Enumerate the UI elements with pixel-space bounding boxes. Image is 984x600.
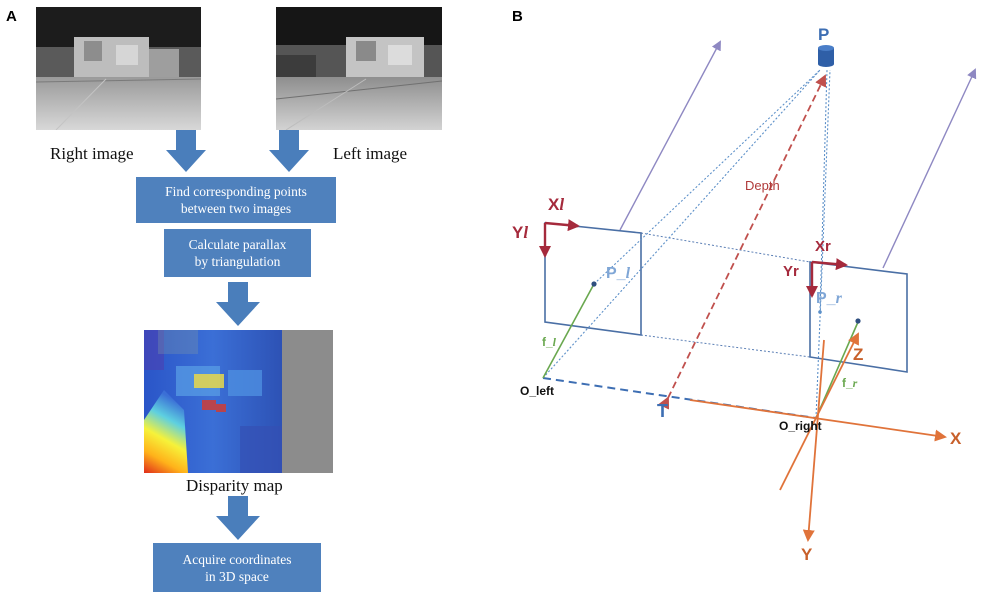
plane-link-top xyxy=(640,232,811,263)
label-Y: Y xyxy=(801,545,813,564)
point-P-marker xyxy=(818,45,834,67)
right-camera-photo xyxy=(36,7,201,130)
panel-b-letter: B xyxy=(512,8,523,25)
panel-a-letter: A xyxy=(6,8,17,25)
left-image-plane xyxy=(544,222,642,336)
label-yl: Yl xyxy=(512,223,528,242)
disparity-map-image xyxy=(144,330,333,473)
label-X: X xyxy=(950,429,962,448)
ray-left-purple xyxy=(619,40,721,231)
label-depth: Depth xyxy=(745,178,780,193)
label-o-right: O_right xyxy=(779,419,822,433)
left-image-label: Left image xyxy=(333,144,408,163)
label-Z: Z xyxy=(853,345,863,364)
disparity-map-label: Disparity map xyxy=(186,476,283,495)
label-f-left: f_l xyxy=(542,335,557,349)
label-P: P xyxy=(818,25,829,44)
plane-link-bottom xyxy=(640,334,811,358)
label-yr: Yr xyxy=(783,263,799,280)
label-p-right: P_r xyxy=(816,290,843,307)
focal-left xyxy=(542,283,595,379)
right-image-label: Right image xyxy=(50,144,134,163)
label-o-left: O_left xyxy=(520,384,554,398)
step-acquire-3d-coordinates: Acquire coordinates in 3D space xyxy=(153,543,321,592)
step2-line2: by triangulation xyxy=(194,254,281,269)
xl-axis-arrow xyxy=(544,219,580,232)
point-p-left xyxy=(591,281,597,287)
point-p-right xyxy=(855,318,861,324)
ray-pr-to-P xyxy=(819,69,828,313)
baseline xyxy=(542,377,817,419)
step1-line1: Find corresponding points xyxy=(165,184,307,199)
ray-right-purple xyxy=(882,68,977,269)
ray-pl-to-P xyxy=(593,69,821,285)
label-xl: Xl xyxy=(548,195,564,214)
label-p-left: P_l xyxy=(606,265,631,282)
step3-line2: in 3D space xyxy=(205,568,269,584)
step1-line2: between two images xyxy=(180,201,292,216)
step-find-corresponding-points: Find corresponding points between two im… xyxy=(136,177,336,223)
step3-line1: Acquire coordinates xyxy=(182,551,292,567)
ray-oleft-to-P xyxy=(542,69,821,379)
axis-y xyxy=(802,339,825,542)
left-camera-photo xyxy=(276,7,442,130)
xr-axis-arrow xyxy=(811,258,848,271)
step2-line1: Calculate parallax xyxy=(188,237,287,252)
axis-z xyxy=(779,332,859,491)
label-T: T xyxy=(657,401,668,421)
label-f-right: f_r xyxy=(842,376,858,390)
step-calculate-parallax: Calculate parallax by triangulation xyxy=(164,229,311,277)
point-p-right-ref xyxy=(818,310,822,314)
label-xr: Xr xyxy=(815,238,831,255)
depth-arrow xyxy=(658,74,827,410)
